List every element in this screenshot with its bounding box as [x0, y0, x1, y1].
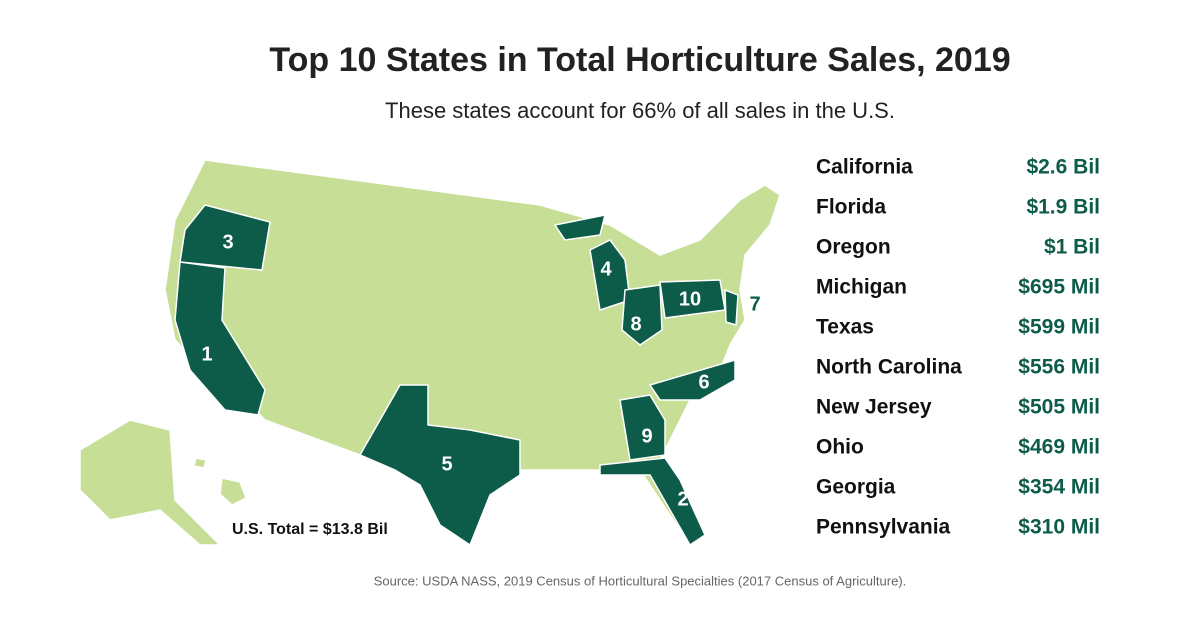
- state-sales: $469 Mil: [1018, 436, 1100, 459]
- state-oregon: [179, 204, 271, 271]
- state-sales: $1 Bil: [1044, 236, 1100, 259]
- alaska: [79, 419, 222, 546]
- rank-label: 6: [698, 371, 709, 393]
- rank-labels: 1 2 3 4 5 6 7 8 9 10: [201, 231, 760, 510]
- rank-label: 8: [630, 313, 641, 335]
- state-california: [174, 261, 266, 416]
- state-new-jersey: [724, 288, 739, 326]
- state-sales: $505 Mil: [1018, 396, 1100, 419]
- state-name: Florida: [816, 196, 886, 219]
- state-name: North Carolina: [816, 356, 962, 379]
- state-florida: [599, 457, 706, 547]
- rank-label: 10: [679, 288, 701, 310]
- us-map: [79, 159, 781, 547]
- hawaii: [193, 457, 207, 469]
- us-total: U.S. Total = $13.8 Bil: [232, 521, 388, 538]
- state-sales: $1.9 Bil: [1026, 196, 1100, 219]
- state-sales: $556 Mil: [1018, 356, 1100, 379]
- rank-label: 4: [600, 258, 612, 280]
- rank-label: 1: [201, 343, 212, 365]
- title: Top 10 States in Total Horticulture Sale…: [269, 41, 1010, 79]
- state-name: Ohio: [816, 436, 864, 459]
- rank-label: 2: [677, 488, 688, 510]
- state-name: Georgia: [816, 476, 896, 499]
- state-sales: $310 Mil: [1018, 516, 1100, 539]
- state-sales: $599 Mil: [1018, 316, 1100, 339]
- state-name: Oregon: [816, 236, 891, 259]
- state-name: New Jersey: [816, 396, 932, 419]
- state-georgia: [619, 394, 666, 461]
- state-name: California: [816, 156, 913, 179]
- hawaii: [219, 477, 247, 506]
- state-name: Pennsylvania: [816, 516, 951, 539]
- state-texas: [358, 384, 521, 547]
- rank-label: 5: [441, 453, 452, 475]
- rank-label: 3: [222, 231, 233, 253]
- state-sales: $2.6 Bil: [1026, 156, 1100, 179]
- state-list: California $2.6 Bil Florida $1.9 Bil Oregon $…: [816, 156, 1100, 539]
- source: Source: USDA NASS, 2019 Census of Hortic…: [374, 573, 907, 588]
- rank-label: 9: [641, 425, 652, 447]
- state-north-carolina: [648, 358, 736, 401]
- state-michigan-up: [553, 214, 607, 241]
- subtitle: These states account for 66% of all sale…: [385, 98, 895, 123]
- state-sales: $695 Mil: [1018, 276, 1100, 299]
- state-sales: $354 Mil: [1018, 476, 1100, 499]
- rank-label: 7: [749, 293, 760, 315]
- state-name: Michigan: [816, 276, 907, 299]
- state-name: Texas: [816, 316, 874, 339]
- state-ohio: [621, 284, 663, 346]
